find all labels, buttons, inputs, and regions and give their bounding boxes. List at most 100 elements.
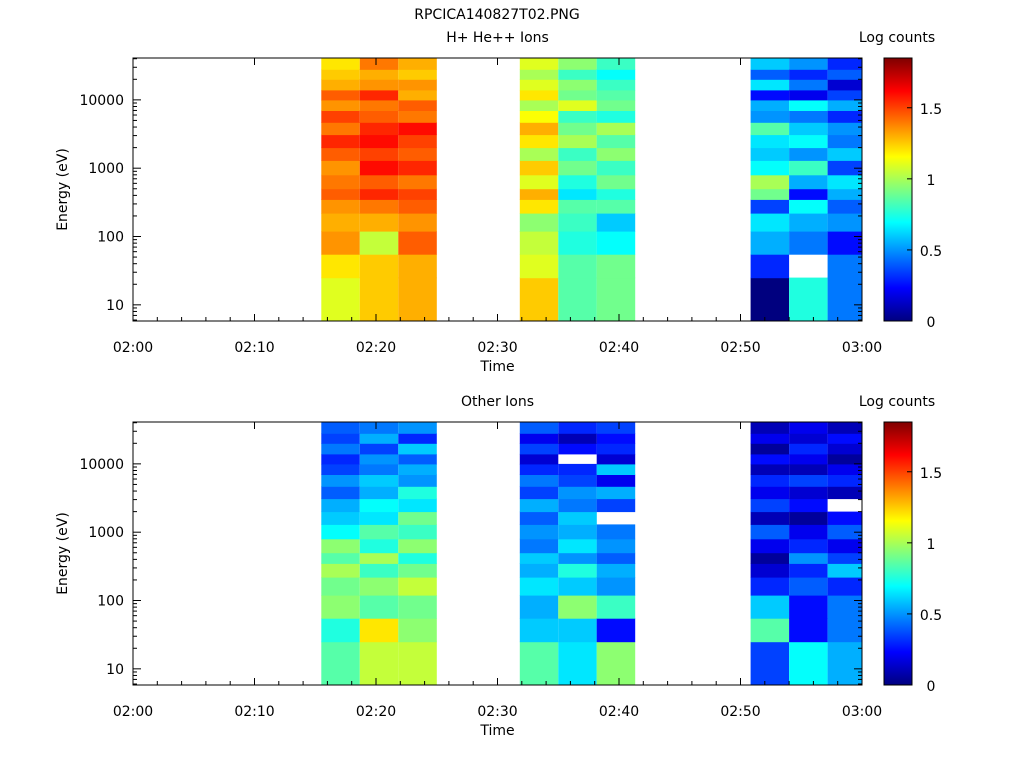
heatmap-cell	[558, 577, 597, 596]
heatmap-cell	[558, 511, 597, 525]
heatmap-cell	[789, 110, 828, 123]
heatmap-cell	[827, 595, 862, 619]
heatmap-cell	[750, 160, 790, 176]
heatmap-cell	[321, 641, 360, 686]
heatmap-cell	[321, 422, 360, 434]
panel-h-he-ions: 02:00 02:10 02:20 02:30 02:40 02:50 03:0010100…	[55, 30, 942, 375]
heatmap-cell	[519, 110, 559, 123]
heatmap-cell	[359, 99, 399, 111]
heatmap-cell	[596, 538, 636, 554]
heatmap-cell	[558, 188, 597, 200]
heatmap-cell	[519, 618, 559, 643]
heatmap-cell	[596, 524, 636, 540]
colorbar-tick-label: 1	[927, 173, 936, 189]
heatmap-cell	[359, 79, 399, 91]
heatmap-cell	[596, 199, 636, 214]
heatmap-cell	[321, 231, 360, 255]
heatmap-cell	[359, 552, 399, 564]
heatmap-cell	[789, 552, 828, 564]
heatmap-cell	[359, 474, 399, 487]
heatmap-cell	[359, 160, 399, 176]
heatmap-cell	[519, 443, 559, 455]
heatmap-cell	[827, 174, 862, 190]
heatmap-cell	[359, 577, 399, 596]
heatmap-cell	[827, 231, 862, 255]
heatmap-cell	[789, 147, 828, 161]
heatmap-cell	[519, 69, 559, 80]
heatmap-cell	[596, 110, 636, 123]
heatmap-cell	[558, 486, 597, 500]
heatmap-cell	[789, 58, 828, 70]
heatmap-cell	[789, 99, 828, 111]
heatmap-cell	[750, 231, 790, 255]
heatmap-cell	[359, 188, 399, 200]
heatmap-cell	[359, 563, 399, 578]
heatmap-cell	[398, 618, 437, 643]
heatmap-cell	[596, 486, 636, 500]
heatmap-cell	[519, 595, 559, 619]
heatmap-cell	[519, 463, 559, 475]
heatmap-cell	[750, 69, 790, 80]
heatmap-cell	[827, 422, 862, 434]
heatmap-cell	[359, 69, 399, 80]
heatmap-cell	[398, 69, 437, 80]
heatmap-cell	[750, 443, 790, 455]
heatmap-cell	[750, 134, 790, 149]
heatmap-cell	[750, 524, 790, 540]
heatmap-cell	[558, 122, 597, 136]
heatmap-cell	[827, 511, 862, 525]
heatmap-cell	[519, 199, 559, 214]
heatmap-cell	[596, 254, 636, 279]
heatmap-cell	[596, 498, 636, 513]
heatmap-cell	[519, 89, 559, 101]
heatmap-cell	[519, 254, 559, 279]
heatmap-cell	[558, 213, 597, 232]
colorbar-tick-label: 1.5	[920, 466, 942, 482]
heatmap-cell	[596, 552, 636, 564]
heatmap-cell	[519, 577, 559, 596]
heatmap-cell	[827, 199, 862, 214]
heatmap-cell	[321, 538, 360, 554]
heatmap-cell	[750, 563, 790, 578]
heatmap-cell	[750, 538, 790, 554]
heatmap-cell	[750, 58, 790, 70]
heatmap-cell	[789, 160, 828, 176]
heatmap-cell	[398, 641, 437, 686]
heatmap-cell	[596, 160, 636, 176]
heatmap-cell	[827, 160, 862, 176]
x-tick-label: 03:00	[842, 340, 882, 356]
heatmap-cell	[359, 498, 399, 513]
heatmap-cell	[827, 563, 862, 578]
heatmap-cell	[789, 69, 828, 80]
heatmap-cell	[596, 618, 636, 643]
heatmap-cell	[359, 254, 399, 279]
x-tick-label: 02:40	[599, 340, 639, 356]
heatmap-cell	[359, 595, 399, 619]
heatmap-cell	[558, 552, 597, 564]
heatmap-cell	[596, 577, 636, 596]
heatmap-cell	[321, 110, 360, 123]
heatmap-cell	[359, 199, 399, 214]
colorbar-tick-label: 0	[927, 315, 936, 331]
y-tick-label: 10	[106, 298, 124, 314]
heatmap-cell	[789, 443, 828, 455]
heatmap-cell	[519, 453, 559, 465]
heatmap-cell	[321, 174, 360, 190]
heatmap-cell	[398, 474, 437, 487]
heatmap-cell	[398, 595, 437, 619]
x-tick-label: 02:00	[113, 340, 153, 356]
heatmap-cell	[750, 110, 790, 123]
heatmap-cell	[398, 79, 437, 91]
heatmap-cell	[321, 595, 360, 619]
x-tick-label: 02:50	[720, 340, 760, 356]
heatmap-cell	[827, 433, 862, 444]
heatmap-cell	[321, 563, 360, 578]
heatmap-cell	[827, 134, 862, 149]
heatmap-cell	[321, 147, 360, 161]
heatmap-cell	[558, 498, 597, 513]
heatmap-cell	[398, 188, 437, 200]
heatmap-cell	[558, 595, 597, 619]
heatmap-cell	[321, 69, 360, 80]
heatmap-cell	[596, 69, 636, 80]
heatmap-cell	[321, 160, 360, 176]
